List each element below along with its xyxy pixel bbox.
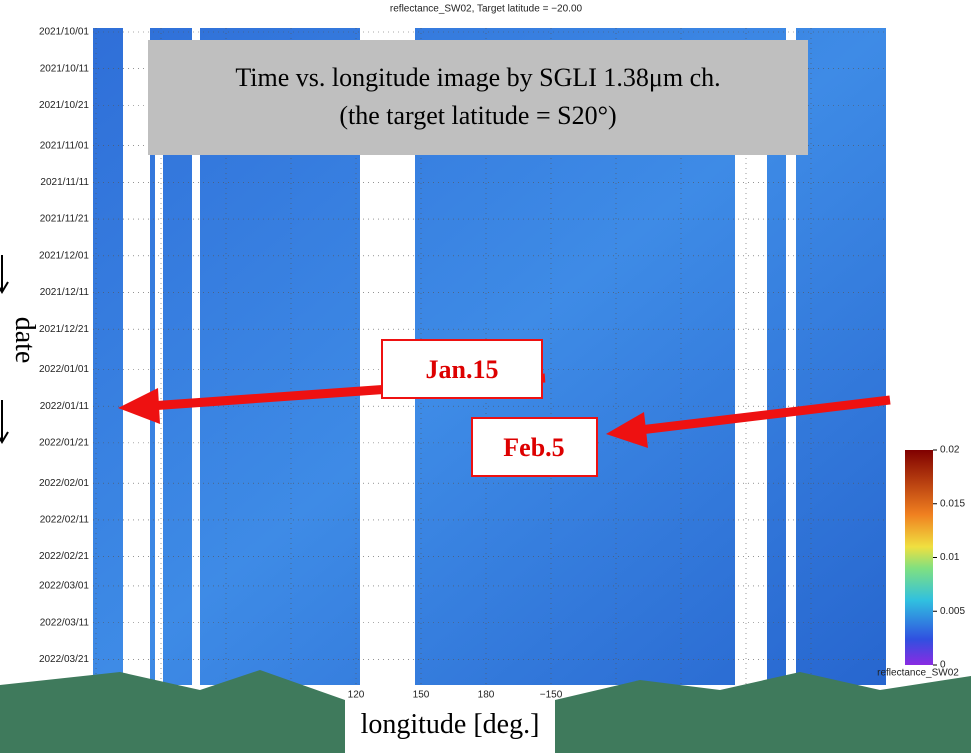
- colorbar-label: reflectance_SW02: [877, 668, 959, 679]
- y-tick-label: 2022/01/21: [39, 438, 89, 449]
- y-axis-label: date: [0, 255, 40, 444]
- x-tick-label: 150: [413, 690, 430, 701]
- arrow-label: Feb.5: [503, 433, 564, 462]
- chart-title: reflectance_SW02, Target latitude = −20.…: [390, 4, 583, 15]
- y-tick-label: 2021/10/11: [40, 63, 90, 74]
- y-tick-label: 2022/02/01: [39, 478, 89, 489]
- x-tick-label: 120: [348, 690, 365, 701]
- annotation-text: Time vs. longitude image by SGLI 1.38μm …: [235, 63, 720, 92]
- y-tick-label: 2021/12/21: [39, 324, 89, 335]
- y-tick-label: 2022/03/01: [39, 581, 89, 592]
- y-tick-label: 2021/10/01: [39, 27, 89, 38]
- y-tick-label: 2022/01/01: [39, 364, 89, 375]
- y-tick-label: 2021/12/01: [39, 250, 89, 261]
- colorbar-tick-label: 0.005: [940, 606, 965, 617]
- colorbar: [905, 450, 933, 665]
- x-tick-label: 180: [478, 690, 495, 701]
- y-tick-label: 2021/12/11: [40, 287, 90, 298]
- footer: longitude [deg.]: [0, 670, 971, 753]
- x-label: longitude [deg.]: [361, 709, 540, 740]
- y-tick-label: 2021/11/21: [40, 214, 90, 225]
- y-tick-label: 2022/02/21: [39, 551, 89, 562]
- y-tick-label: 2022/03/21: [39, 654, 89, 665]
- colorbar-tick-label: 0: [940, 660, 946, 671]
- y-tick-label: 2021/11/01: [40, 140, 90, 151]
- annotation-box: Time vs. longitude image by SGLI 1.38μm …: [148, 40, 808, 155]
- colorbar-tick-label: 0.015: [940, 498, 965, 509]
- arrow-label: Jan.15: [426, 355, 499, 384]
- y-label: date: [9, 317, 40, 364]
- y-tick-label: 2021/11/11: [40, 177, 89, 188]
- y-tick-label: 2022/01/11: [40, 401, 90, 412]
- colorbar-tick-label: 0.02: [940, 445, 960, 456]
- label-box: Jan.15 Feb.5: [381, 339, 598, 477]
- annotation-text: (the target latitude = S20°): [339, 101, 616, 130]
- y-tick-label: 2022/03/11: [40, 617, 90, 628]
- x-tick-label: −150: [540, 690, 563, 701]
- colorbar-tick-label: 0.01: [940, 552, 960, 563]
- y-tick-label: 2021/10/21: [39, 100, 89, 111]
- y-tick-label: 2022/02/11: [40, 515, 90, 526]
